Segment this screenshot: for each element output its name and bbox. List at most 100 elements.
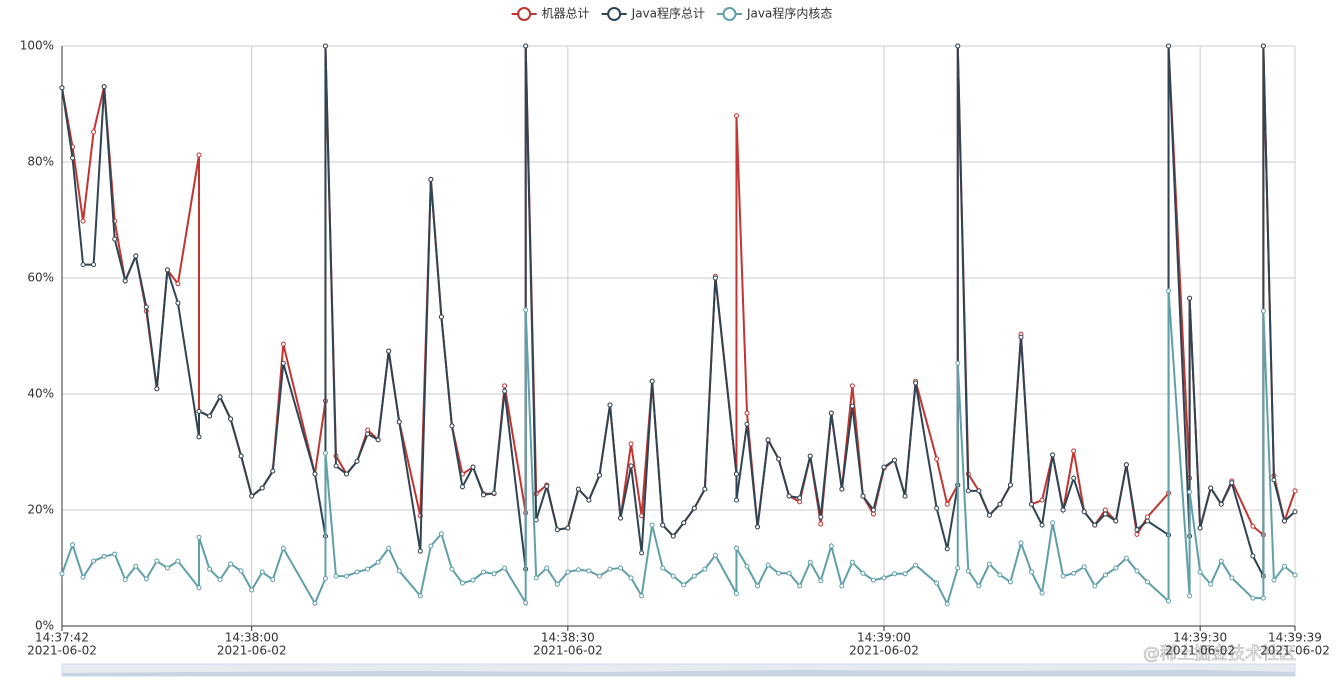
point [818,578,824,584]
point [565,569,571,575]
point [1029,501,1035,507]
point [870,507,876,513]
point [944,546,950,552]
y-tick-label: 40% [27,387,54,401]
point [628,463,634,469]
point [860,570,866,576]
point [1166,288,1172,294]
point [1292,488,1298,494]
point [1071,448,1077,454]
point [154,386,160,392]
point [1166,598,1172,604]
point [786,570,792,576]
point [691,573,697,579]
point [670,573,676,579]
point [712,552,718,558]
point [976,488,982,494]
legend-item[interactable]: 机器总计 [511,7,590,21]
point [164,565,170,571]
point [733,591,739,597]
point [586,568,592,574]
point [1229,575,1235,581]
point [280,545,286,551]
point [459,484,465,490]
point [449,423,455,429]
point [59,571,65,577]
point [1060,573,1066,579]
point [470,577,476,583]
point [892,457,898,463]
point [596,573,602,579]
legend: 机器总计 Java程序总计 Java程序内核态 [511,6,832,21]
point [712,275,718,281]
point [1208,581,1214,587]
point [733,545,739,551]
point [217,394,223,400]
point [196,585,202,591]
point [955,43,961,49]
point [733,471,739,477]
point [322,43,328,49]
point [470,464,476,470]
point [839,486,845,492]
data-zoom-shadow [62,670,1295,676]
point [955,565,961,571]
point [59,85,65,91]
point [797,499,803,505]
point [133,563,139,569]
point [217,577,223,583]
point [965,568,971,574]
point [228,416,234,422]
legend-icon [517,7,532,21]
watermark: @稀土掘金技术社区 [1143,644,1296,664]
point [312,600,318,606]
point [333,573,339,579]
point [1071,570,1077,576]
point [1102,511,1108,517]
point [207,566,213,572]
point [849,403,855,409]
point [375,437,381,443]
point [502,383,508,389]
point [481,492,487,498]
point [1071,475,1077,481]
point [755,583,761,589]
point [91,558,97,564]
legend-item[interactable]: Java程序内核态 [717,6,832,21]
point [80,218,86,224]
x-tick-label: 2021-06-02 [1165,644,1235,658]
legend-item[interactable]: Java程序总计 [601,6,705,21]
x-tick-label: 14:38:00 [225,631,279,645]
point [744,563,750,569]
point [175,558,181,564]
point [1081,564,1087,570]
point [639,550,645,556]
point [428,176,434,182]
point [1134,568,1140,574]
x-tick-label: 14:38:30 [541,631,595,645]
point [849,559,855,565]
y-tick-label: 100% [20,39,54,53]
point [70,542,76,548]
point [112,236,118,242]
point [1123,555,1129,561]
point [649,522,655,528]
point [765,437,771,443]
point [744,410,750,416]
point [175,300,181,306]
point [143,304,149,310]
point [733,113,739,119]
point [1039,522,1045,528]
point [101,553,107,559]
point [818,514,824,520]
point [755,524,761,530]
point [365,427,371,433]
point [986,561,992,567]
point [175,281,181,287]
point [1007,482,1013,488]
point [1187,295,1193,301]
legend-label: 机器总计 [542,7,590,21]
point [1271,477,1277,483]
point [523,600,529,606]
point [1250,553,1256,559]
